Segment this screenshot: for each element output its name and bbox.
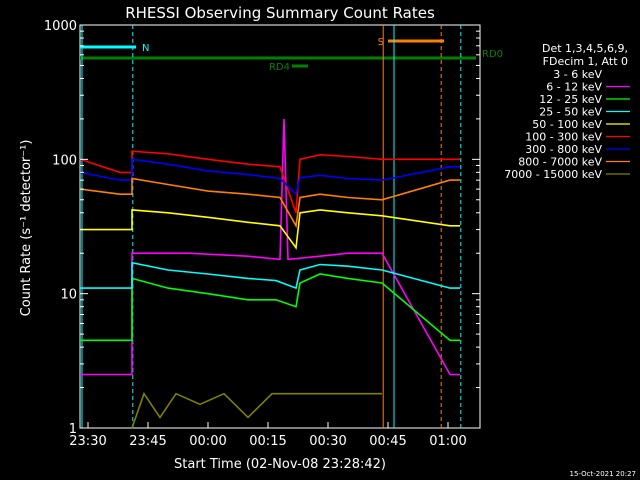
y-tick-label: 10 (60, 288, 77, 303)
series-line-9 (131, 391, 382, 429)
y-axis-ticks: 1 10 100 1000 (44, 19, 480, 437)
x-axis-label: Start Time (02-Nov-08 23:28:42) (174, 457, 386, 472)
x-tick-label: 00:30 (309, 434, 346, 449)
series-line-8 (79, 177, 460, 229)
legend-entry-label: 50 - 100 keV (532, 118, 602, 131)
series-line-2 (80, 118, 460, 376)
x-tick-label: 23:30 (69, 434, 106, 449)
legend-header-line: FDecim 1, Att 0 (543, 55, 628, 68)
annotation-label-n: N (142, 43, 149, 54)
legend-entry-label: 25 - 50 keV (539, 106, 602, 119)
x-tick-label: 00:15 (249, 434, 286, 449)
legend-entry-label: 7000 - 15000 keV (504, 168, 602, 181)
footer-timestamp: 15-Oct-2021 20:27 (570, 470, 636, 478)
annotation-label-rd0: RD0 (482, 49, 503, 60)
x-axis-ticks: 23:30 23:45 00:00 00:15 00:30 00:45 01:00 (69, 422, 467, 449)
legend-entry-label: 800 - 7000 keV (518, 156, 602, 169)
x-tick-label: 00:45 (369, 434, 406, 449)
y-tick-label: 100 (52, 153, 77, 168)
legend-entry-label: 300 - 800 keV (525, 143, 602, 156)
plot-area: N S RD0 RD4 (79, 24, 503, 429)
series-line-3 (80, 273, 460, 342)
y-tick-label: 1000 (44, 19, 77, 34)
plot-frame (79, 24, 481, 429)
legend-entry-label: 12 - 25 keV (539, 93, 602, 106)
y-axis-label: Count Rate (s⁻¹ detector⁻¹) (19, 140, 34, 317)
legend: Det 1,3,4,5,6,9,FDecim 1, Att 03 - 6 keV… (504, 42, 630, 181)
series-line-7 (79, 158, 460, 196)
legend-entry-label: 3 - 6 keV (553, 68, 602, 81)
series-line-5 (80, 209, 460, 250)
x-tick-label: 01:00 (429, 434, 466, 449)
series-line-1 (127, 255, 383, 268)
x-tick-label: 00:00 (189, 434, 226, 449)
legend-entry-label: 6 - 12 keV (546, 81, 602, 94)
x-tick-label: 23:45 (129, 434, 166, 449)
legend-header-line: Det 1,3,4,5,6,9, (542, 42, 628, 55)
annotation-label-s: S (378, 37, 384, 48)
series-line-4 (80, 261, 460, 290)
chart-title: RHESSI Observing Summary Count Rates (125, 4, 435, 22)
y-tick-label: 1 (69, 422, 77, 437)
annotation-label-rd4: RD4 (269, 62, 290, 73)
legend-entry-label: 100 - 300 keV (525, 131, 602, 144)
